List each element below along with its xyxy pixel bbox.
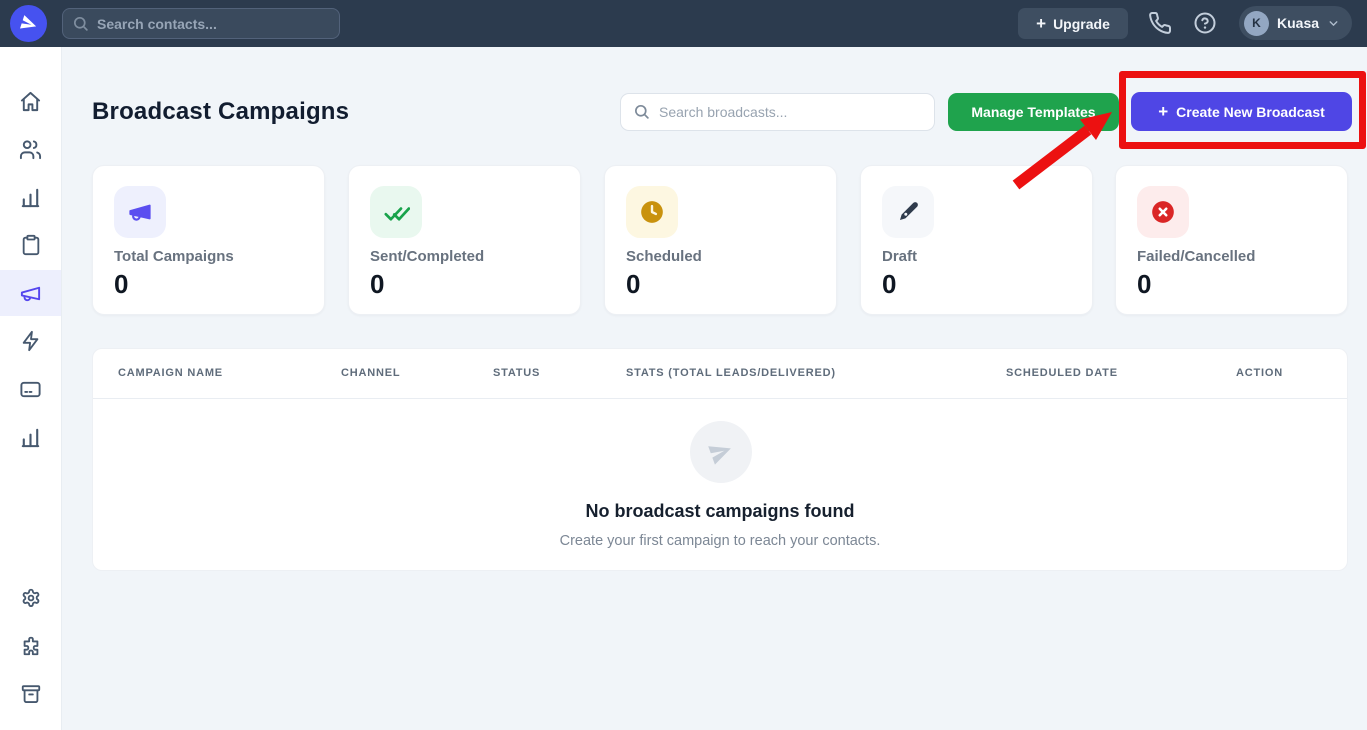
megaphone-icon: [20, 286, 41, 301]
sidebar-item-billing[interactable]: [0, 366, 61, 412]
plus-icon: +: [1036, 14, 1047, 33]
archive-icon: [21, 685, 40, 703]
manage-templates-label: Manage Templates: [971, 104, 1096, 120]
search-icon: [73, 16, 88, 31]
sidebar-item-contacts[interactable]: [0, 126, 61, 172]
stat-value: 0: [1137, 269, 1152, 299]
avatar-initial: K: [1252, 16, 1261, 30]
stat-icon-badge: [114, 186, 166, 238]
double-check-icon: [383, 206, 410, 221]
sidebar-item-integrations[interactable]: [0, 623, 61, 669]
stat-label: Total Campaigns: [114, 248, 234, 265]
lightning-icon: [22, 330, 38, 352]
credit-card-icon: [20, 381, 41, 397]
stat-card-total-campaigns: Total Campaigns 0: [92, 165, 325, 315]
stat-card-draft: Draft 0: [860, 165, 1093, 315]
column-header-campaign-name: CAMPAIGN NAME: [118, 367, 223, 379]
clipboard-icon: [22, 234, 39, 256]
table-header-row: CAMPAIGN NAME CHANNEL STATUS STATS (TOTA…: [93, 349, 1347, 399]
gear-icon: [22, 588, 39, 607]
column-header-scheduled-date: SCHEDULED DATE: [1006, 367, 1118, 379]
user-menu[interactable]: K Kuasa: [1239, 6, 1353, 40]
manage-templates-button[interactable]: Manage Templates: [948, 93, 1119, 131]
sidebar-item-archive[interactable]: [0, 671, 61, 717]
chevron-down-icon: [1329, 20, 1338, 26]
sidebar-item-home[interactable]: [0, 78, 61, 124]
stat-value: 0: [370, 269, 385, 299]
empty-state-subtitle: Create your first campaign to reach your…: [559, 533, 881, 549]
sidebar-item-analytics[interactable]: [0, 174, 61, 220]
paper-plane-icon: [708, 446, 731, 465]
stat-label: Scheduled: [626, 248, 702, 265]
stat-value: 0: [626, 269, 641, 299]
upgrade-button[interactable]: + Upgrade: [1018, 8, 1128, 39]
phone-icon[interactable]: [1148, 11, 1172, 35]
stat-icon-badge: [626, 186, 678, 238]
column-header-channel: CHANNEL: [341, 367, 401, 379]
stat-card-scheduled: Scheduled 0: [604, 165, 837, 315]
sidebar-item-reports[interactable]: [0, 414, 61, 460]
campaigns-table: CAMPAIGN NAME CHANNEL STATUS STATS (TOTA…: [92, 348, 1348, 571]
page-title: Broadcast Campaigns: [92, 98, 350, 125]
sidebar-item-broadcasts[interactable]: [0, 270, 61, 316]
stat-label: Draft: [882, 248, 918, 265]
avatar: K: [1244, 10, 1269, 36]
column-header-stats: STATS (TOTAL LEADS/DELIVERED): [626, 367, 836, 379]
search-icon: [634, 104, 649, 119]
sidebar-item-settings[interactable]: [0, 575, 61, 621]
empty-state-icon-circle: [690, 421, 752, 483]
create-new-broadcast-button[interactable]: + Create New Broadcast: [1131, 92, 1352, 131]
sidebar-navigation: [0, 47, 62, 730]
sidebar-item-clipboard[interactable]: [0, 222, 61, 268]
home-icon: [20, 91, 41, 111]
x-circle-icon: [1152, 201, 1174, 223]
plus-icon: +: [1158, 102, 1169, 121]
column-header-status: STATUS: [493, 367, 541, 379]
stat-value: 0: [114, 269, 129, 299]
puzzle-icon: [23, 636, 38, 656]
stat-card-sent-completed: Sent/Completed 0: [348, 165, 581, 315]
top-navigation-bar: + Upgrade K Kuasa: [0, 0, 1367, 47]
sidebar-item-automation[interactable]: [0, 318, 61, 364]
stat-icon-badge: [370, 186, 422, 238]
stat-card-failed-cancelled: Failed/Cancelled 0: [1115, 165, 1348, 315]
send-icon: [19, 14, 36, 28]
bar-chart-icon: [21, 428, 40, 447]
column-header-action: ACTION: [1236, 367, 1283, 379]
clock-icon: [641, 201, 663, 223]
help-icon[interactable]: [1193, 11, 1217, 35]
search-contacts-input[interactable]: [62, 8, 340, 39]
broadcast-search: [620, 93, 935, 131]
search-broadcasts-input[interactable]: [620, 93, 935, 131]
contacts-search: [62, 8, 340, 39]
stat-icon-badge: [1137, 186, 1189, 238]
empty-state-title: No broadcast campaigns found: [585, 501, 855, 521]
stat-value: 0: [882, 269, 897, 299]
stat-icon-badge: [882, 186, 934, 238]
pen-icon: [900, 202, 918, 220]
upgrade-label: Upgrade: [1053, 15, 1110, 32]
create-broadcast-label: Create New Broadcast: [1176, 103, 1325, 120]
bar-chart-icon: [21, 188, 40, 207]
stat-label: Sent/Completed: [370, 248, 485, 265]
user-name: Kuasa: [1277, 15, 1320, 31]
users-icon: [19, 139, 42, 159]
stat-label: Failed/Cancelled: [1137, 248, 1256, 265]
megaphone-icon: [129, 204, 151, 221]
app-logo[interactable]: [10, 5, 47, 42]
